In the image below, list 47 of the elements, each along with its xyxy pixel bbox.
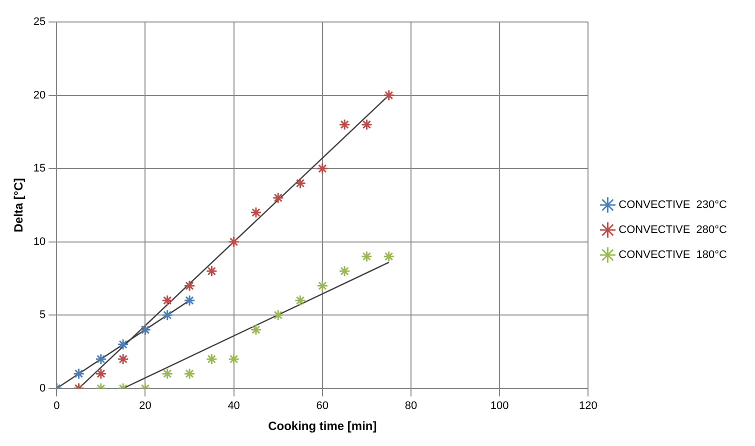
- point: [383, 250, 395, 262]
- y-tick-label: 15: [33, 162, 46, 175]
- point: [184, 368, 196, 380]
- point: [250, 324, 262, 336]
- point: [250, 206, 262, 218]
- point: [360, 250, 372, 262]
- legend-label: CONVECTIVE 280°C: [618, 224, 728, 236]
- legend-label: CONVECTIVE 180°C: [618, 249, 728, 262]
- point: [338, 118, 350, 130]
- point: [162, 309, 174, 321]
- point: [95, 353, 107, 365]
- point: [206, 265, 218, 277]
- point: [338, 265, 350, 277]
- x-axis-title: Cooking time [min]: [268, 419, 377, 434]
- point: [294, 294, 306, 306]
- legend-label: CONVECTIVE 230°C: [618, 199, 728, 212]
- x-tick-label: 100: [490, 400, 509, 412]
- point: [95, 368, 107, 380]
- point: [316, 280, 328, 292]
- point: [184, 294, 196, 306]
- y-tick-label: 0: [40, 382, 46, 394]
- point: [228, 236, 240, 248]
- y-axis-title: Delta [°C]: [12, 178, 26, 232]
- x-tick-label: 40: [228, 400, 240, 412]
- y-tick-label: 10: [33, 236, 46, 248]
- point: [117, 353, 129, 365]
- point: [383, 90, 395, 102]
- point: [162, 368, 174, 380]
- y-tick-label: 20: [33, 89, 46, 102]
- y-tick-label: 25: [33, 16, 46, 28]
- point: [184, 280, 196, 292]
- point: [162, 294, 174, 306]
- point: [294, 177, 306, 189]
- point: [316, 162, 328, 174]
- x-tick-label: 120: [579, 400, 598, 412]
- point: [73, 368, 85, 380]
- point: [206, 353, 218, 365]
- x-tick-label: 80: [404, 400, 418, 412]
- point: [360, 118, 372, 130]
- point: [117, 338, 129, 350]
- point: [228, 353, 240, 365]
- y-tick-label: 5: [40, 309, 46, 322]
- x-tick-label: 60: [316, 400, 329, 412]
- x-tick-label: 0: [54, 400, 60, 412]
- point: [272, 192, 284, 204]
- x-tick-label: 20: [139, 400, 152, 412]
- point: [272, 309, 284, 321]
